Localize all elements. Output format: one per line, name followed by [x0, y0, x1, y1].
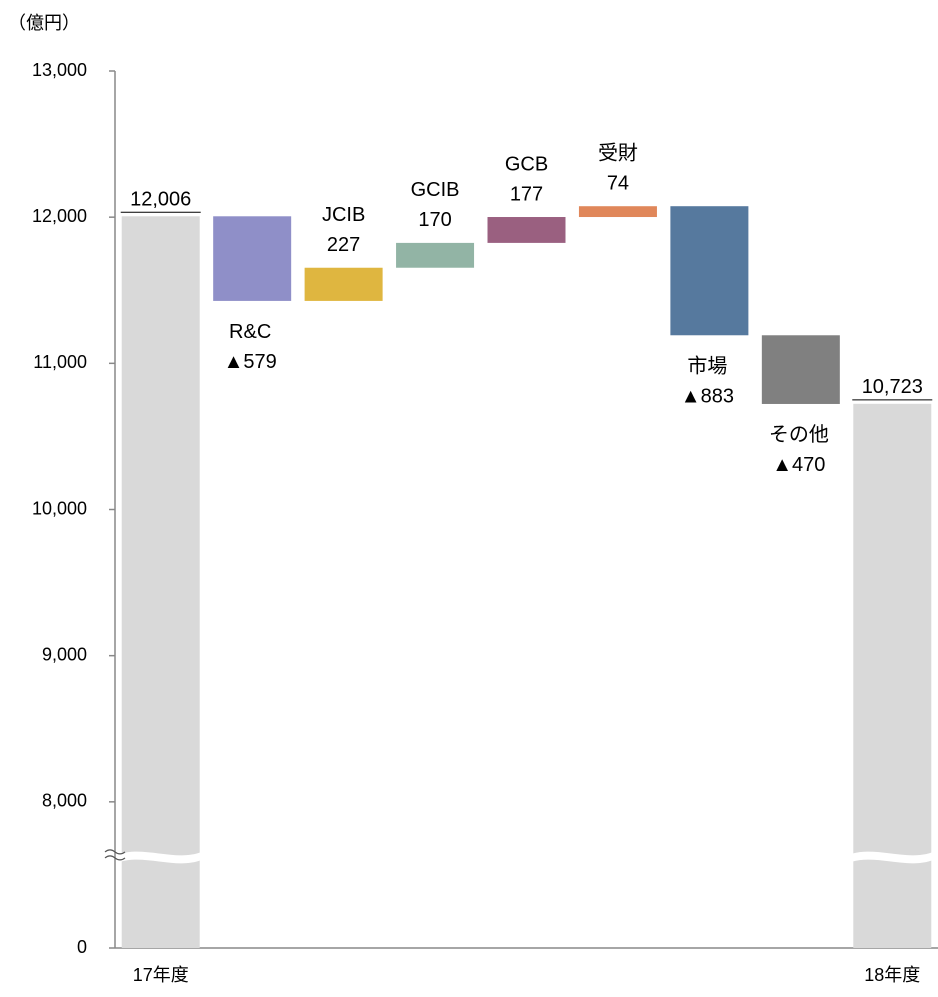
- category-label: 受財: [598, 141, 638, 164]
- bar: [487, 217, 566, 243]
- y-tick-label: 11,000: [33, 352, 87, 372]
- y-tick-label: 10,000: [32, 498, 87, 518]
- y-tick-label: 12,000: [32, 206, 87, 226]
- unit-label: （億円）: [8, 13, 80, 33]
- bar: [578, 206, 657, 218]
- bar: [396, 242, 475, 268]
- value-label: 227: [327, 234, 360, 256]
- value-label: 12,006: [130, 189, 191, 211]
- value-label: ▲579: [224, 351, 277, 373]
- y-tick-label: 13,000: [32, 60, 87, 80]
- value-label: ▲470: [772, 454, 825, 476]
- bar: [853, 403, 932, 948]
- x-tick-label: 17年度: [133, 965, 189, 985]
- category-label: 市場: [687, 355, 727, 378]
- bar: [304, 267, 383, 301]
- bar: [213, 216, 292, 301]
- bar: [761, 335, 840, 404]
- y-tick-label: 9,000: [42, 644, 87, 664]
- value-label: ▲883: [681, 386, 734, 408]
- category-label: GCIB: [411, 179, 460, 201]
- value-label: 177: [510, 183, 543, 205]
- axis-break: [119, 851, 202, 864]
- value-label: 10,723: [862, 376, 923, 398]
- category-label: GCB: [505, 153, 548, 175]
- bar: [670, 206, 749, 336]
- bar: [121, 216, 200, 948]
- value-label: 170: [418, 209, 451, 231]
- category-label: その他: [769, 423, 829, 446]
- y-tick-label: 0: [77, 937, 87, 957]
- axis-break: [851, 851, 934, 864]
- axis-break: [104, 849, 126, 861]
- category-label: JCIB: [322, 204, 365, 226]
- value-label: 74: [607, 172, 629, 194]
- y-tick-label: 8,000: [42, 791, 87, 811]
- x-tick-label: 18年度: [864, 965, 920, 985]
- category-label: R&C: [229, 321, 271, 343]
